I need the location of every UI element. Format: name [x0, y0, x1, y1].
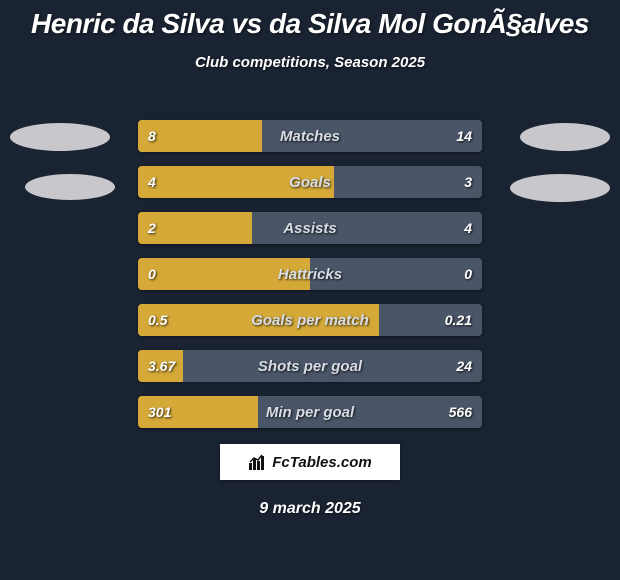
- stat-row: Matches8 14: [138, 120, 482, 152]
- stat-row: Hattricks0 0: [138, 258, 482, 290]
- stat-value-right: 4: [454, 212, 482, 244]
- comparison-bars: Matches814Goals43Assists24Hattricks00Goa…: [138, 120, 482, 442]
- stat-label: Hattricks: [138, 258, 482, 290]
- stat-value-left: 0.5: [138, 304, 177, 336]
- player-right-badge-2: [510, 174, 610, 202]
- stat-value-left: 8: [138, 120, 166, 152]
- stat-value-right: 14: [446, 120, 482, 152]
- page-title: Henric da Silva vs da Silva Mol GonÃ§alv…: [0, 0, 620, 40]
- watermark-text: FcTables.com: [272, 454, 371, 471]
- stat-label: Goals: [138, 166, 482, 198]
- stat-row: Goals4 3: [138, 166, 482, 198]
- stat-label: Matches: [138, 120, 482, 152]
- stat-value-right: 3: [454, 166, 482, 198]
- player-left-badge-1: [10, 123, 110, 151]
- stat-label: Assists: [138, 212, 482, 244]
- stat-value-right: 566: [439, 396, 482, 428]
- stat-label: Goals per match: [138, 304, 482, 336]
- watermark: FcTables.com: [220, 444, 400, 480]
- stat-value-left: 0: [138, 258, 166, 290]
- date-label: 9 march 2025: [0, 500, 620, 518]
- stat-row: Min per goal301 566: [138, 396, 482, 428]
- stat-value-right: 24: [446, 350, 482, 382]
- chart-icon: [248, 453, 266, 471]
- stat-value-left: 301: [138, 396, 181, 428]
- stat-label: Shots per goal: [138, 350, 482, 382]
- stat-label: Min per goal: [138, 396, 482, 428]
- player-left-badge-2: [25, 174, 115, 200]
- stat-value-left: 3.67: [138, 350, 185, 382]
- player-right-badge-1: [520, 123, 610, 151]
- stat-value-right: 0: [454, 258, 482, 290]
- stat-value-left: 4: [138, 166, 166, 198]
- stat-value-right: 0.21: [435, 304, 482, 336]
- stat-value-left: 2: [138, 212, 166, 244]
- subtitle: Club competitions, Season 2025: [0, 54, 620, 71]
- stat-row: Shots per goal3.67 24: [138, 350, 482, 382]
- stat-row: Goals per match0.5 0.21: [138, 304, 482, 336]
- stat-row: Assists2 4: [138, 212, 482, 244]
